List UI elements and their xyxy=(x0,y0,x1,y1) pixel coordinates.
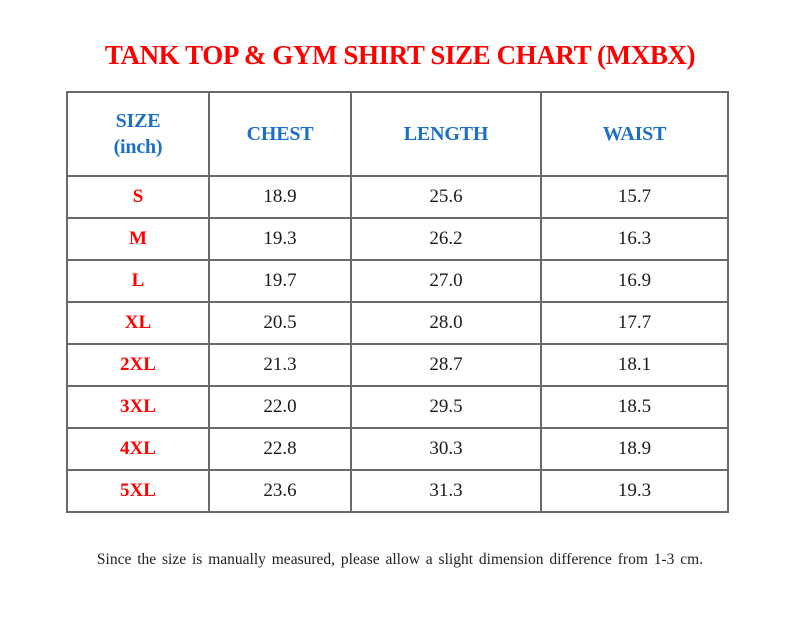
table-row: M 19.3 26.2 16.3 xyxy=(66,217,729,261)
table-row: L 19.7 27.0 16.9 xyxy=(66,259,729,303)
table-row: 4XL 22.8 30.3 18.9 xyxy=(66,427,729,471)
waist-value: 18.9 xyxy=(540,427,729,471)
waist-value: 18.5 xyxy=(540,385,729,429)
header-row: SIZE (inch) CHEST LENGTH WAIST xyxy=(66,91,729,177)
length-value: 28.7 xyxy=(350,343,542,387)
size-label: XL xyxy=(66,301,210,345)
chest-value: 18.9 xyxy=(208,175,352,219)
length-value: 30.3 xyxy=(350,427,542,471)
table-row: XL 20.5 28.0 17.7 xyxy=(66,301,729,345)
table-row: 3XL 22.0 29.5 18.5 xyxy=(66,385,729,429)
size-label: L xyxy=(66,259,210,303)
col-header-size-line2: (inch) xyxy=(113,136,163,158)
waist-value: 16.9 xyxy=(540,259,729,303)
size-label: 3XL xyxy=(66,385,210,429)
col-header-chest: CHEST xyxy=(208,91,352,177)
table-row: 5XL 23.6 31.3 19.3 xyxy=(66,469,729,513)
length-value: 28.0 xyxy=(350,301,542,345)
length-value: 29.5 xyxy=(350,385,542,429)
length-value: 25.6 xyxy=(350,175,542,219)
chest-value: 22.8 xyxy=(208,427,352,471)
chest-value: 19.3 xyxy=(208,217,352,261)
chest-value: 20.5 xyxy=(208,301,352,345)
waist-value: 19.3 xyxy=(540,469,729,513)
size-label: 4XL xyxy=(66,427,210,471)
waist-value: 16.3 xyxy=(540,217,729,261)
table-row: 2XL 21.3 28.7 18.1 xyxy=(66,343,729,387)
chest-value: 21.3 xyxy=(208,343,352,387)
waist-value: 17.7 xyxy=(540,301,729,345)
page-title: TANK TOP & GYM SHIRT SIZE CHART (MXBX) xyxy=(104,40,696,70)
length-value: 26.2 xyxy=(350,217,542,261)
size-label: 5XL xyxy=(66,469,210,513)
length-value: 31.3 xyxy=(350,469,542,513)
size-label: M xyxy=(66,217,210,261)
col-header-size: SIZE (inch) xyxy=(66,91,210,177)
footnote: Since the size is manually measured, ple… xyxy=(96,551,704,568)
size-chart-table: SIZE (inch) CHEST LENGTH WAIST S 18.9 25… xyxy=(66,91,729,513)
col-header-waist: WAIST xyxy=(540,91,729,177)
waist-value: 18.1 xyxy=(540,343,729,387)
chest-value: 19.7 xyxy=(208,259,352,303)
size-label: 2XL xyxy=(66,343,210,387)
table-row: S 18.9 25.6 15.7 xyxy=(66,175,729,219)
chest-value: 22.0 xyxy=(208,385,352,429)
waist-value: 15.7 xyxy=(540,175,729,219)
size-label: S xyxy=(66,175,210,219)
chest-value: 23.6 xyxy=(208,469,352,513)
length-value: 27.0 xyxy=(350,259,542,303)
col-header-length: LENGTH xyxy=(350,91,542,177)
col-header-size-line1: SIZE xyxy=(115,110,161,132)
